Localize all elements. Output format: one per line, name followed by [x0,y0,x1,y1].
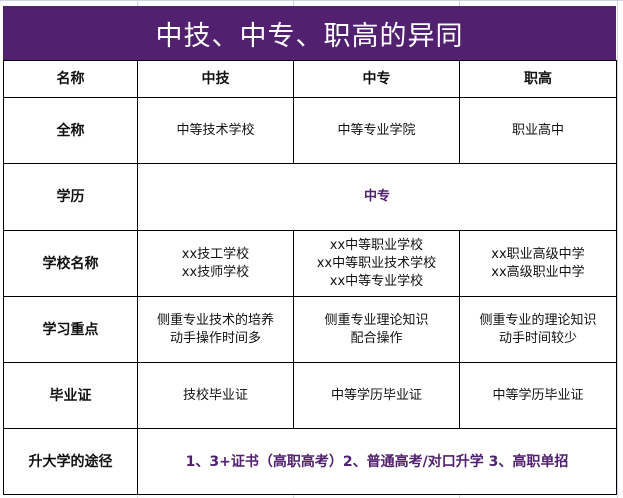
header-cell-zhongzhuan: 中专 [293,60,460,98]
table-cell: 中等技术学校 [137,97,294,164]
cell-line: xx中等专业学校 [329,273,424,289]
table-row: 毕业证 技校毕业证 中等学历毕业证 中等学历毕业证 [3,362,617,429]
row-label: 学历 [3,163,138,231]
row-label: 毕业证 [3,362,138,429]
cell-line: 侧重专业技术的培养 [156,312,274,328]
table-cell: 职业高中 [459,97,617,164]
row-label: 全称 [3,97,138,164]
cell-line: 动手时间较少 [498,330,577,346]
cell-line: 侧重专业的理论知识 [479,312,597,328]
table-cell: 侧重专业理论知识 配合操作 [293,296,460,363]
merged-cell: 中专 [137,163,617,231]
header-cell-zhigao: 职高 [459,60,617,98]
table-cell: 侧重专业技术的培养 动手操作时间多 [137,296,294,363]
table-row: 学历 中专 [3,163,617,231]
cell-line: 动手操作时间多 [169,330,261,346]
page-title: 中技、中专、职高的异同 [3,6,616,60]
table-row: 升大学的途径 1、3+证书（高职高考）2、普通高考/对口升学 3、高职单招 [3,428,617,495]
table-row: 学校名称 xx技工学校 xx技师学校 xx中等职业学校 xx中等职业技术学校 xx中等… [3,230,617,297]
table-cell: xx职业高级中学 xx高级职业中学 [459,230,617,297]
cell-line: xx职业高级中学 [491,246,585,262]
table-cell: 中等学历毕业证 [293,362,460,429]
comparison-table: 名称 中技 中专 职高 全称 中等技术学校 中等专业学院 职业高中 学历 中专 … [3,60,617,495]
cell-line: xx中等职业学校 [329,237,424,253]
header-cell-zhongji: 中技 [137,60,294,98]
cell-line: xx高级职业中学 [491,264,585,280]
table-cell: xx中等职业学校 xx中等职业技术学校 xx中等专业学校 [293,230,460,297]
merged-cell: 1、3+证书（高职高考）2、普通高考/对口升学 3、高职单招 [137,428,617,495]
table-cell: 中等学历毕业证 [459,362,617,429]
table-cell: 中等专业学院 [293,97,460,164]
row-label: 学校名称 [3,230,138,297]
header-cell-name: 名称 [3,60,138,98]
table-cell: xx技工学校 xx技师学校 [137,230,294,297]
cell-line: 配合操作 [350,330,403,346]
table-row: 学习重点 侧重专业技术的培养 动手操作时间多 侧重专业理论知识 配合操作 侧重专业的… [3,296,617,363]
cell-line: xx技师学校 [181,264,250,280]
table-row: 全称 中等技术学校 中等专业学院 职业高中 [3,97,617,164]
row-label: 学习重点 [3,296,138,363]
table-cell: 侧重专业的理论知识 动手时间较少 [459,296,617,363]
cell-line: xx技工学校 [181,246,250,262]
table-cell: 技校毕业证 [137,362,294,429]
cell-line: xx中等职业技术学校 [316,255,437,271]
row-label: 升大学的途径 [3,428,138,495]
cell-line: 侧重专业理论知识 [324,312,429,328]
header-row: 名称 中技 中专 职高 [3,60,617,98]
